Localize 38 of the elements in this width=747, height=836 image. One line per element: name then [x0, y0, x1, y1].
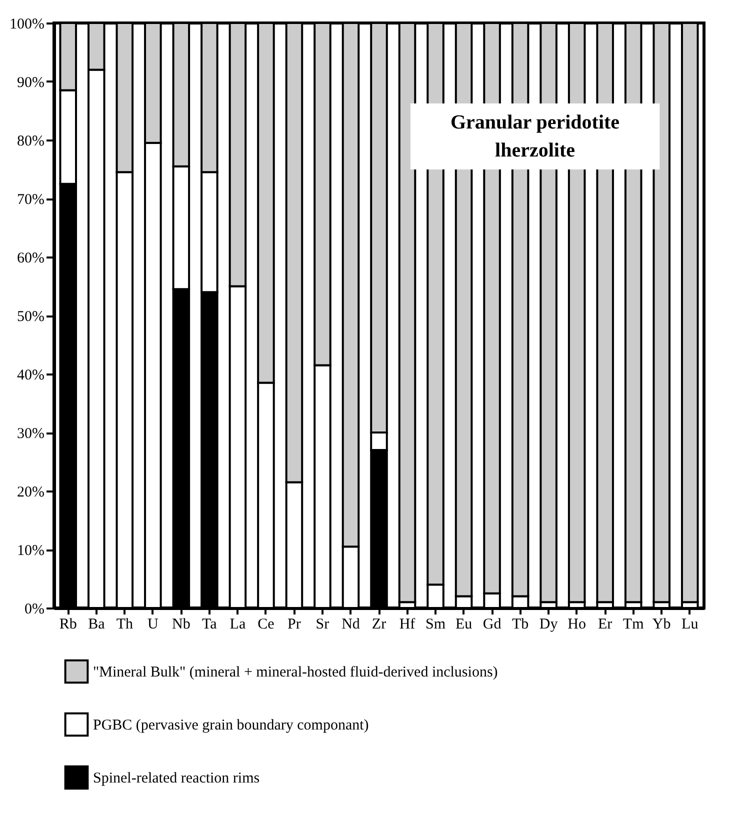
y-tick-label: 40%	[17, 368, 44, 384]
x-tick-label: Er	[598, 616, 612, 632]
x-tick-label: Sr	[316, 616, 330, 632]
y-tick-label: 10%	[17, 543, 44, 559]
y-tick-label: 80%	[17, 134, 44, 150]
x-tick-label: Nb	[172, 616, 190, 632]
x-tick-label: La	[230, 616, 246, 632]
x-tick-label: Yb	[652, 616, 671, 632]
annotation: Granular peridotite lherzolite	[450, 111, 620, 162]
y-tick-label: 50%	[17, 309, 44, 325]
x-tick-label: Lu	[682, 616, 699, 632]
x-tick-label: Tb	[512, 616, 529, 632]
y-tick-label: 90%	[17, 75, 44, 91]
x-tick-label: Pr	[288, 616, 301, 632]
legend-label: Spinel-related reaction rims	[93, 770, 260, 786]
x-tick-label: Ho	[568, 616, 586, 632]
y-tick-label: 20%	[17, 484, 44, 500]
x-tick-label: Th	[116, 616, 134, 632]
y-tick-label: 70%	[17, 192, 44, 208]
legend-label: PGBC (pervasive grain boundary componant)	[93, 718, 369, 734]
x-tick-label: Eu	[455, 616, 473, 632]
x-tick-label: Rb	[59, 616, 77, 632]
x-tick-label: Sm	[426, 616, 446, 632]
legend-label: "Mineral Bulk" (mineral + mineral-hosted fluid-derived inclusions)	[93, 664, 498, 680]
y-tick-label: 0%	[24, 602, 44, 618]
x-tick-label: Ce	[258, 616, 275, 632]
y-tick-label: 100%	[10, 16, 44, 32]
y-tick-label: 60%	[17, 250, 44, 266]
x-tick-label: Zr	[372, 616, 386, 632]
x-tick-label: Gd	[482, 616, 502, 632]
x-tick-label: Hf	[399, 616, 416, 632]
x-tick-label: Ba	[88, 616, 106, 632]
y-tick-label: 30%	[17, 426, 44, 442]
x-tick-label: Ta	[202, 616, 218, 632]
x-tick-label: Dy	[539, 616, 558, 632]
x-tick-label: U	[147, 616, 158, 632]
x-tick-label: Tm	[622, 616, 644, 632]
x-tick-label: Nd	[342, 616, 360, 632]
